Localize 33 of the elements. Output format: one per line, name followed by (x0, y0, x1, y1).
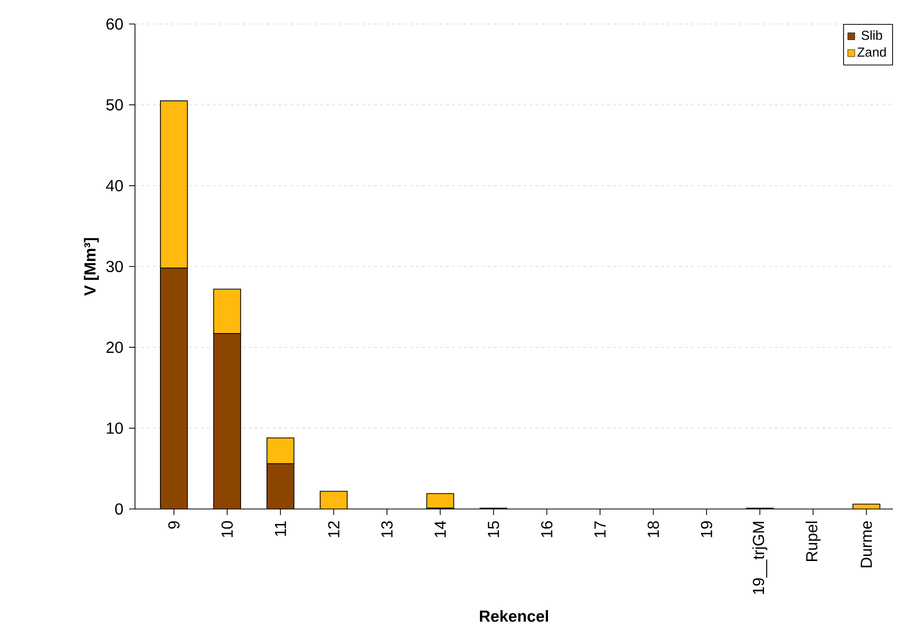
x-tick-label: 12 (328, 521, 340, 538)
bar (320, 491, 348, 509)
y-axis-title: V [Mm³] (84, 238, 99, 296)
x-tick-label: Rupel (806, 522, 821, 562)
legend-label: Slib (862, 30, 882, 40)
x-tick-label: 19 (700, 521, 712, 538)
y-tick-label: 20 (106, 342, 123, 353)
x-tick-label: 18 (648, 521, 659, 538)
y-tick-label: 50 (106, 99, 123, 110)
x-tick-label: 17 (594, 521, 606, 538)
y-tick-label: 30 (106, 260, 123, 272)
bar (160, 100, 188, 269)
x-tick-label: 13 (381, 521, 393, 538)
bar (214, 334, 241, 509)
y-tick-label: 10 (106, 422, 123, 434)
bar (213, 288, 242, 334)
x-tick-label: 11 (274, 521, 286, 536)
y-tick-label: 0 (115, 503, 123, 515)
x-tick-label: 16 (541, 521, 552, 538)
x-axis-title: Rekencel (480, 610, 548, 622)
bar (266, 464, 294, 509)
x-tick-label: 14 (434, 520, 446, 538)
x-tick-label: Durme (860, 521, 872, 568)
x-tick-label: 9 (168, 521, 180, 529)
y-tick-label: 40 (106, 180, 123, 192)
bar (266, 437, 294, 464)
x-tick-label: 19__trjGM (752, 522, 768, 594)
x-tick-label: 15 (488, 521, 500, 538)
bar (426, 494, 454, 508)
legend-label: Zand (857, 47, 886, 57)
x-tick-label: 10 (221, 521, 233, 538)
bar (160, 268, 188, 509)
y-tick-label: 60 (106, 18, 123, 30)
